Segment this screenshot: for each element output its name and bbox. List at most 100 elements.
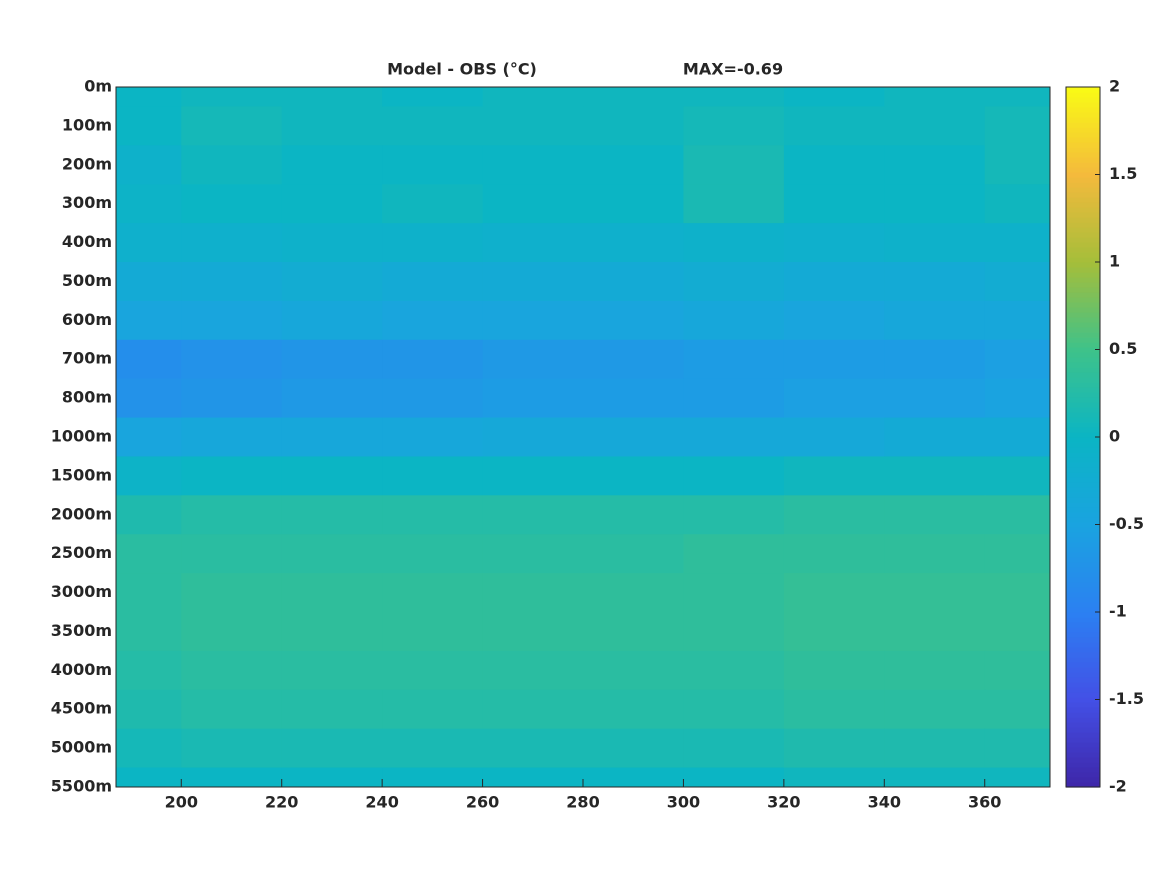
colorbar-segment (1066, 512, 1100, 518)
heatmap-cell (281, 456, 383, 496)
colorbar-segment (1066, 207, 1100, 213)
heatmap-cell (683, 495, 785, 535)
colorbar-tick-label: -2 (1109, 777, 1127, 796)
heatmap-cell (181, 378, 283, 419)
colorbar-segment (1066, 747, 1100, 753)
colorbar-segment (1066, 367, 1100, 373)
heatmap-cell (783, 184, 885, 224)
heatmap-cell (116, 534, 182, 574)
heatmap-cell (116, 300, 182, 341)
heatmap-cell (884, 728, 986, 769)
heatmap-cell (884, 612, 986, 652)
heatmap-cell (382, 728, 484, 769)
heatmap-cell (583, 456, 684, 496)
colorbar-segment (1066, 377, 1100, 383)
colorbar-segment (1066, 152, 1100, 158)
heatmap-cell (984, 456, 1050, 496)
y-tick-label: 800m (62, 388, 112, 407)
colorbar-segment (1066, 322, 1100, 328)
heatmap-cell (984, 262, 1050, 302)
y-tick-label: 400m (62, 232, 112, 251)
heatmap-cell (984, 534, 1050, 574)
y-tick-label: 4000m (51, 660, 112, 679)
colorbar-segment (1066, 262, 1100, 268)
colorbar-segment (1066, 132, 1100, 138)
colorbar-segment (1066, 312, 1100, 318)
heatmap-cell (382, 534, 484, 574)
heatmap-cell (783, 87, 885, 107)
colorbar-segment (1066, 602, 1100, 608)
colorbar-segment (1066, 692, 1100, 698)
heatmap-cell (482, 223, 584, 263)
heatmap-cell (583, 87, 684, 107)
heatmap-cell (281, 767, 383, 787)
colorbar-segment (1066, 267, 1100, 273)
colorbar-segment (1066, 617, 1100, 623)
heatmap-cell (281, 145, 383, 185)
colorbar-segment (1066, 707, 1100, 713)
heatmap-cell (583, 495, 684, 535)
heatmap-cell (482, 650, 584, 691)
colorbar-segment (1066, 547, 1100, 553)
colorbar-tick-label: 0.5 (1109, 339, 1137, 358)
colorbar-segment (1066, 457, 1100, 463)
heatmap-cell (583, 223, 684, 263)
heatmap-cell (884, 300, 986, 341)
colorbar-segment (1066, 452, 1100, 458)
colorbar-segment (1066, 217, 1100, 223)
colorbar-segment (1066, 317, 1100, 323)
heatmap-cell (482, 495, 584, 535)
heatmap-cell (783, 378, 885, 419)
heatmap-cell (984, 689, 1050, 730)
colorbar-segment (1066, 562, 1100, 568)
colorbar-segment (1066, 782, 1100, 788)
colorbar-segment (1066, 197, 1100, 203)
heatmap-cell (482, 378, 584, 419)
heatmap-cell (482, 184, 584, 224)
heatmap-cell (984, 495, 1050, 535)
heatmap-cell (116, 184, 182, 224)
heatmap-cell (884, 650, 986, 691)
y-tick-label: 2500m (51, 543, 112, 562)
y-tick-label: 3500m (51, 621, 112, 640)
colorbar-tick-label: 1.5 (1109, 164, 1137, 183)
heatmap-cell (382, 689, 484, 730)
colorbar-segment (1066, 327, 1100, 333)
heatmap-cell (116, 728, 182, 769)
colorbar-segment (1066, 662, 1100, 668)
heatmap-cell (482, 728, 584, 769)
heatmap-cell (783, 534, 885, 574)
heatmap-cell (181, 300, 283, 341)
heatmap-cell (382, 339, 484, 380)
heatmap-cell (683, 456, 785, 496)
heatmap-cell (482, 417, 584, 457)
heatmap-cell (181, 495, 283, 535)
colorbar-segment (1066, 177, 1100, 183)
heatmap-cell (482, 612, 584, 652)
heatmap-cell (281, 728, 383, 769)
colorbar-segment (1066, 342, 1100, 348)
colorbar-segment (1066, 252, 1100, 258)
colorbar-segment (1066, 737, 1100, 743)
colorbar-segment (1066, 332, 1100, 338)
colorbar-segment (1066, 212, 1100, 218)
colorbar-segment (1066, 652, 1100, 658)
x-tick-label: 340 (868, 793, 901, 812)
colorbar-segment (1066, 557, 1100, 563)
heatmap-cell (181, 573, 283, 613)
colorbar-segment (1066, 462, 1100, 468)
heatmap-cell (783, 339, 885, 380)
cells (116, 87, 1050, 787)
heatmap-cell (783, 767, 885, 787)
heatmap-cell (683, 87, 785, 107)
colorbar-segment (1066, 117, 1100, 123)
heatmap-cell (984, 728, 1050, 769)
colorbar-segment (1066, 467, 1100, 473)
heatmap-cell (884, 87, 986, 107)
heatmap-cell (884, 145, 986, 185)
heatmap-cell (683, 223, 785, 263)
y-tick-label: 600m (62, 310, 112, 329)
colorbar-segment (1066, 672, 1100, 678)
colorbar-segment (1066, 607, 1100, 613)
heatmap-cell (984, 378, 1050, 419)
